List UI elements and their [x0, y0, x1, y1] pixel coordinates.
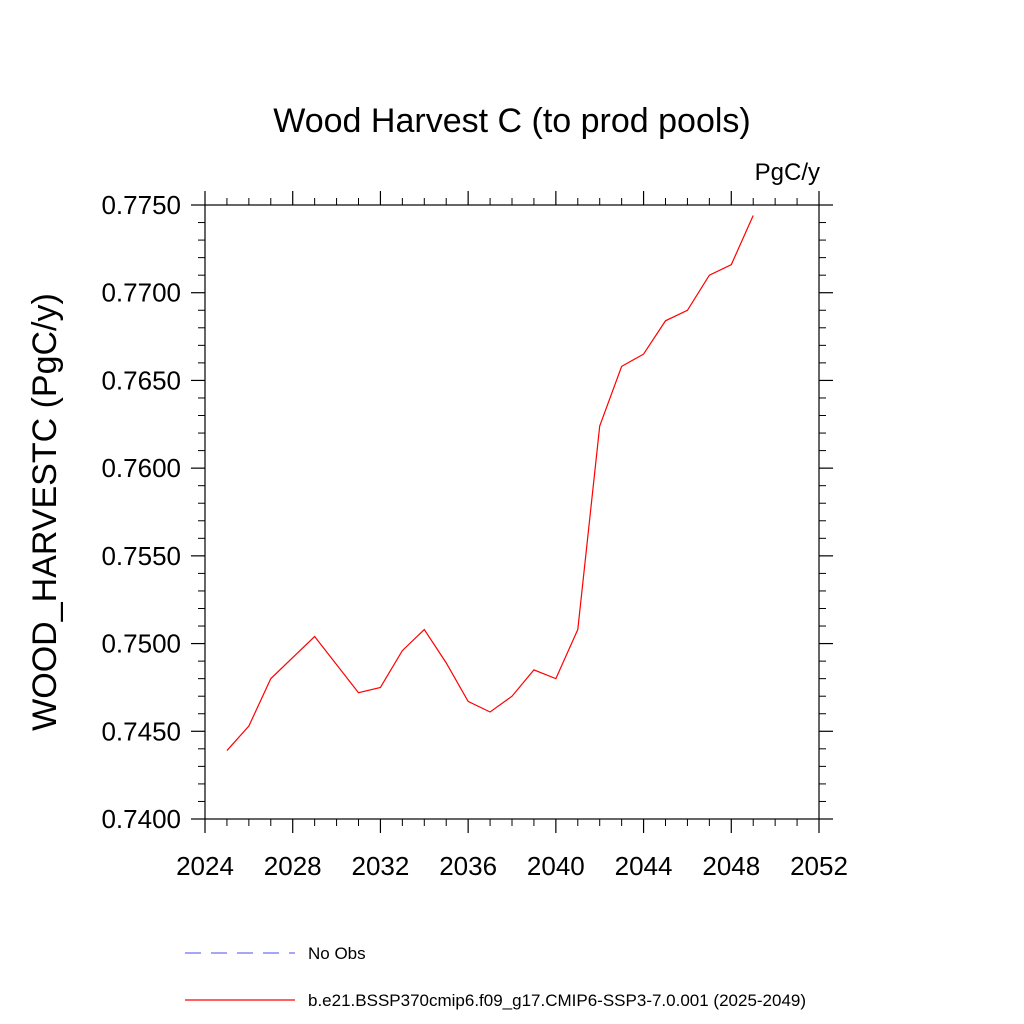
series-layer	[226, 215, 754, 751]
x-tick-label: 2036	[439, 851, 497, 881]
x-tick-label: 2044	[615, 851, 673, 881]
minor-ticks	[198, 198, 826, 826]
y-axis-label: WOOD_HARVESTC (PgC/y)	[26, 293, 64, 731]
plot-frame	[204, 204, 820, 820]
y-tick-label: 0.7400	[101, 804, 181, 834]
units-label: PgC/y	[755, 159, 820, 186]
y-tick-label: 0.7550	[101, 541, 181, 571]
y-tick-label: 0.7450	[101, 716, 181, 746]
tick-labels: 2024 2028 2032 2036 2040 2044 2048 2052 0.7400 0.…	[101, 190, 847, 881]
major-ticks	[191, 191, 833, 833]
y-tick-label: 0.7650	[101, 365, 181, 395]
series-line	[226, 215, 754, 751]
y-tick-label: 0.7600	[101, 453, 181, 483]
y-tick-label: 0.7750	[101, 190, 181, 220]
x-tick-label: 2024	[176, 851, 234, 881]
y-tick-label: 0.7700	[101, 278, 181, 308]
x-tick-label: 2048	[702, 851, 760, 881]
legend-label: b.e21.BSSP370cmip6.f09_g17.CMIP6-SSP3-7.…	[308, 991, 806, 1010]
legend: No Obs b.e21.BSSP370cmip6.f09_g17.CMIP6-S…	[185, 944, 806, 1010]
chart-title: Wood Harvest C (to prod pools)	[273, 102, 750, 140]
x-tick-label: 2028	[264, 851, 322, 881]
x-tick-label: 2032	[352, 851, 410, 881]
x-tick-label: 2052	[790, 851, 848, 881]
legend-label: No Obs	[308, 944, 366, 963]
x-tick-label: 2040	[527, 851, 585, 881]
y-tick-label: 0.7500	[101, 629, 181, 659]
